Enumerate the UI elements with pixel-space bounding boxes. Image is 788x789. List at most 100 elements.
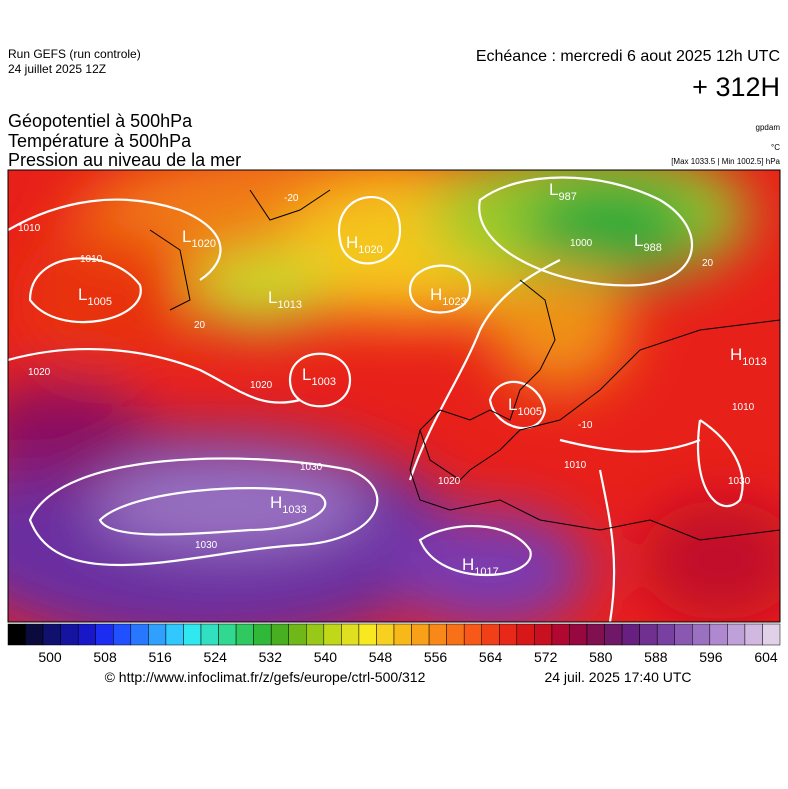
map-frame: [7, 169, 781, 623]
contour-label: 1010: [732, 402, 755, 413]
contour-label: 1010: [564, 460, 587, 471]
pressure-center: L1013: [268, 288, 302, 311]
center-value: 1020: [358, 244, 382, 256]
contour-label: 20: [702, 258, 714, 269]
colorbar-tick-label: 596: [699, 649, 723, 665]
color-swatch: [95, 623, 114, 646]
colorbar-tick-label: 500: [38, 649, 62, 665]
color-swatch: [744, 623, 763, 646]
color-swatch: [709, 623, 728, 646]
color-swatch: [586, 623, 605, 646]
color-swatch: [463, 623, 482, 646]
center-kind: H: [462, 555, 474, 574]
center-kind: H: [430, 285, 442, 304]
center-value: 988: [643, 242, 661, 254]
colorbar-tick-label: 580: [589, 649, 613, 665]
color-swatch: [534, 623, 553, 646]
center-value: 1017: [474, 566, 498, 578]
color-swatch: [604, 623, 623, 646]
center-value: 1033: [282, 504, 306, 516]
center-value: 987: [558, 191, 576, 203]
colorbar-tick-label: 532: [259, 649, 283, 665]
pressure-range: [Max 1033.5 | Min 1002.5] hPa: [671, 157, 780, 166]
colorbar-tick-label: 524: [204, 649, 228, 665]
center-value: 1005: [87, 296, 111, 308]
center-value: 1013: [742, 356, 766, 368]
color-swatch: [446, 623, 465, 646]
contour-label: -20: [284, 193, 299, 204]
color-swatch: [674, 623, 693, 646]
colorbar-tick-label: 588: [644, 649, 668, 665]
color-swatch: [183, 623, 202, 646]
color-swatch: [218, 623, 237, 646]
color-swatch: [411, 623, 430, 646]
color-swatch: [306, 623, 325, 646]
unit: gpdam: [756, 123, 781, 132]
color-swatch: [341, 623, 360, 646]
layer-title: Température à 500hPa: [8, 131, 192, 151]
contour-label: 1020: [438, 476, 461, 487]
center-value: 1005: [517, 406, 541, 418]
center-kind: L: [508, 395, 517, 414]
center-kind: H: [346, 233, 358, 252]
pressure-center: H1013: [730, 345, 767, 368]
center-kind: L: [634, 231, 643, 250]
pressure-center: H1017: [462, 555, 499, 578]
center-kind: L: [182, 227, 191, 246]
color-swatch: [7, 623, 26, 646]
contour-label: -10: [578, 420, 593, 431]
color-swatch: [762, 623, 781, 646]
color-swatch: [656, 623, 675, 646]
color-swatch: [499, 623, 518, 646]
run-date: 24 juillet 2025 12Z: [8, 62, 106, 76]
contour-label: 1010: [80, 254, 103, 265]
colorbar-tick-label: 604: [754, 649, 778, 665]
colorbar-tick-label: 572: [534, 649, 558, 665]
run-label: Run GEFS (run controle): [8, 47, 141, 61]
pressure-center: L1020: [182, 227, 216, 250]
layer-title: Pression au niveau de la mer: [8, 150, 241, 170]
pressure-center: L1005: [508, 395, 542, 418]
color-swatch: [569, 623, 588, 646]
color-swatch: [77, 623, 96, 646]
unit: °C: [771, 143, 780, 152]
contour-label: 1000: [570, 238, 593, 249]
pressure-center: H1023: [430, 285, 467, 308]
color-swatch: [25, 623, 44, 646]
colorbar-tick-label: 556: [424, 649, 448, 665]
color-swatch: [358, 623, 377, 646]
center-value: 1013: [277, 299, 301, 311]
color-swatch: [393, 623, 412, 646]
colorbar-tick-label: 508: [93, 649, 117, 665]
color-swatch: [253, 623, 272, 646]
center-value: 1003: [311, 376, 335, 388]
color-swatch: [288, 623, 307, 646]
color-swatch: [516, 623, 535, 646]
contour-label: 1030: [728, 476, 751, 487]
color-swatch: [148, 623, 167, 646]
contour-label: 1020: [28, 367, 51, 378]
color-swatch: [165, 623, 184, 646]
center-kind: L: [78, 285, 87, 304]
center-kind: L: [302, 365, 311, 384]
colorbar-tick-label: 564: [479, 649, 503, 665]
source: © http://www.infoclimat.fr/z/gefs/europe…: [105, 669, 426, 685]
color-swatch: [60, 623, 79, 646]
color-swatch: [130, 623, 149, 646]
center-kind: L: [268, 288, 277, 307]
color-swatch: [200, 623, 219, 646]
center-kind: H: [270, 493, 282, 512]
pressure-center: H1020: [346, 233, 383, 256]
color-swatch: [270, 623, 289, 646]
center-kind: L: [549, 180, 558, 199]
colorbar-tick-label: 548: [369, 649, 393, 665]
contour-label: 1010: [18, 223, 41, 234]
color-swatch: [692, 623, 711, 646]
color-swatch: [481, 623, 500, 646]
colorbar-tick-label: 540: [314, 649, 338, 665]
color-swatch: [551, 623, 570, 646]
pressure-center: L1005: [78, 285, 112, 308]
color-swatch: [727, 623, 746, 646]
contour-label: 1020: [250, 380, 273, 391]
